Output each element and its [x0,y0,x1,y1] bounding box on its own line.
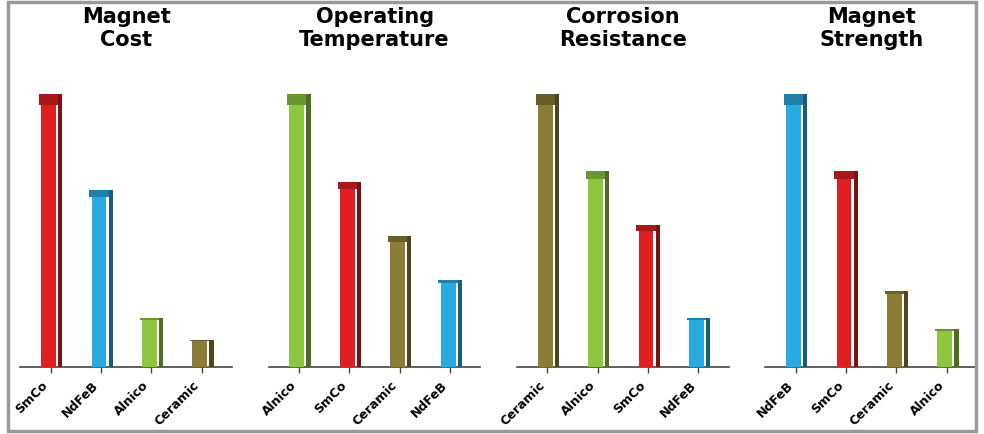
Bar [338,182,357,190]
Bar [887,291,901,368]
Bar [306,95,311,368]
Bar [639,226,653,368]
Bar [458,280,461,368]
Bar [90,191,108,197]
Bar [904,291,908,368]
Bar [41,95,56,368]
Bar [803,95,808,368]
Bar [836,171,851,368]
Bar [637,226,655,232]
Bar [706,319,710,368]
Title: Magnet
Strength: Magnet Strength [819,7,923,50]
Bar [39,95,58,106]
Bar [357,182,361,368]
Title: Corrosion
Resistance: Corrosion Resistance [559,7,687,50]
Bar [190,340,210,341]
Bar [92,191,106,368]
Bar [786,95,801,368]
Bar [555,95,559,368]
Bar [388,237,407,242]
Bar [538,95,553,368]
Title: Operating
Temperature: Operating Temperature [299,7,450,50]
Bar [439,280,458,284]
Bar [885,291,904,294]
Bar [140,319,159,320]
Bar [192,340,208,368]
Bar [687,319,706,320]
Bar [853,171,858,368]
Title: Magnet
Cost: Magnet Cost [82,7,170,50]
Bar [586,171,605,179]
Bar [339,182,355,368]
Bar [689,319,704,368]
Bar [937,329,953,368]
Bar [605,171,609,368]
Bar [391,237,405,368]
Bar [535,95,555,106]
Bar [441,280,456,368]
Bar [58,95,62,368]
Bar [210,340,214,368]
Bar [407,237,411,368]
Bar [142,319,156,368]
Bar [935,329,954,331]
Bar [159,319,163,368]
Bar [954,329,958,368]
Bar [834,171,853,179]
Bar [784,95,803,106]
Bar [108,191,113,368]
Bar [588,171,603,368]
Bar [655,226,660,368]
Bar [287,95,306,106]
Bar [289,95,304,368]
